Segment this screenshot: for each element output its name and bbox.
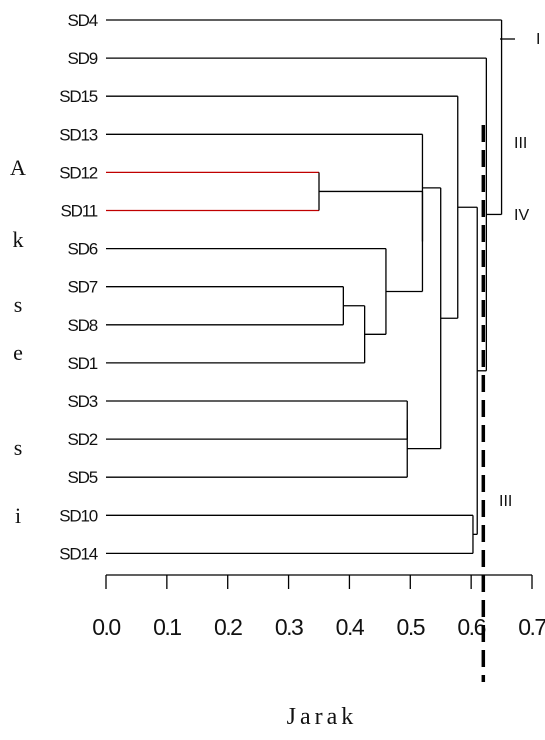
leaf-label-sd13: SD13: [59, 125, 97, 144]
dendrogram-branches: [106, 19, 503, 555]
leaf-label-sd6: SD6: [68, 240, 98, 259]
x-tick-label-0.4: 0.4: [336, 614, 365, 640]
x-tick-label-0.7: 0.7: [518, 614, 545, 640]
x-tick-label-0.3: 0.3: [275, 614, 303, 640]
leaf-label-sd15: SD15: [59, 87, 97, 106]
leaf-label-sd11: SD11: [61, 202, 98, 221]
cluster-label-3: IV: [514, 207, 529, 224]
leaf-label-sd3: SD3: [68, 392, 98, 411]
cluster-label-1: I: [536, 31, 540, 48]
leaf-label-sd10: SD10: [59, 506, 97, 525]
leaf-label-sd14: SD14: [59, 544, 97, 563]
leaf-label-sd2: SD2: [68, 430, 98, 449]
y-label-char-1: A: [10, 155, 26, 180]
x-tick-label-0.0: 0.0: [92, 614, 120, 640]
leaf-label-sd8: SD8: [68, 316, 98, 335]
x-tick-label-0.1: 0.1: [153, 614, 181, 640]
cluster-label-2: III: [514, 135, 527, 152]
leaf-label-sd12: SD12: [59, 163, 97, 182]
x-tick-label-0.2: 0.2: [214, 614, 242, 640]
leaf-label-sd5: SD5: [68, 468, 98, 487]
x-axis-label: Jarak: [287, 704, 358, 730]
y-label-char-2: k: [13, 227, 24, 252]
x-axis: 0.0 0.1 0.2 0.3 0.4 0.5 0.6 0.7: [92, 574, 545, 640]
cluster-label-4: III: [499, 493, 512, 510]
y-label-char-3: s: [14, 292, 23, 317]
y-label-char-5: s: [14, 435, 23, 460]
leaf-labels: SD4 SD9 SD15 SD13 SD12 SD11 SD6 SD7 SD8 SD1 SD3 SD2…: [59, 11, 99, 563]
x-tick-label-0.5: 0.5: [397, 614, 425, 640]
leaf-label-sd7: SD7: [68, 278, 98, 297]
y-label-char-6: i: [15, 503, 21, 528]
leaf-label-sd4: SD4: [68, 11, 98, 30]
leaf-label-sd1: SD1: [68, 354, 98, 373]
y-label-char-4: e: [13, 340, 23, 365]
x-tick-label-0.6: 0.6: [457, 614, 485, 640]
leaf-label-sd9: SD9: [68, 49, 98, 68]
